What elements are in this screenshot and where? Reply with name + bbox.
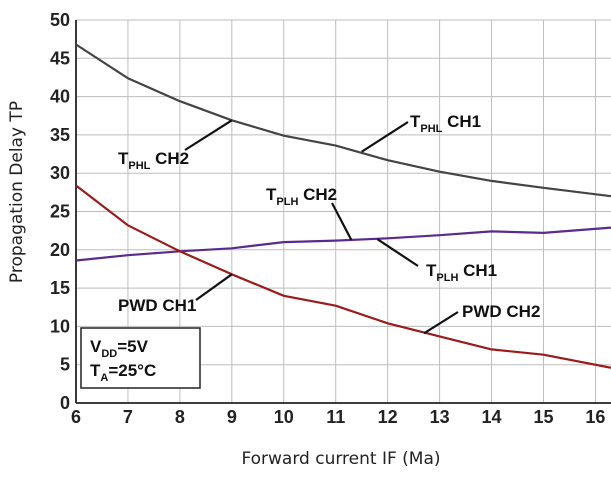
annotation-pwd-ch2: PWD CH2 (462, 302, 540, 321)
annotation-leader (195, 273, 233, 301)
axes (75, 20, 611, 404)
y-tick-label: 10 (50, 316, 70, 336)
x-axis-title: Forward current IF (Ma) (241, 449, 440, 469)
annotation-pwd-ch1: PWD CH1 (118, 296, 196, 315)
condition-vdd: VDD=5V (90, 337, 149, 360)
y-tick-label: 20 (50, 240, 70, 260)
annotation-leader (376, 238, 419, 267)
x-tick-label: 11 (326, 407, 345, 427)
x-tick-label: 12 (378, 407, 398, 427)
x-tick-label: 10 (274, 407, 294, 427)
y-tick-label: 35 (50, 125, 70, 145)
series-line-tplh-ch2 (75, 226, 611, 262)
x-tick-label: 8 (175, 407, 185, 427)
annotation-tplh-ch2: TPLH CH2 (266, 185, 337, 208)
series-lines (75, 43, 611, 369)
y-tick-label: 0 (60, 393, 70, 413)
x-tick-label: 6 (71, 407, 81, 427)
series-line-tphl-ch2 (75, 43, 611, 198)
annotation-tphl-ch2: TPHL CH2 (118, 149, 189, 172)
x-tick-label: 15 (533, 407, 553, 427)
condition-ta: TA=25°C (90, 361, 156, 384)
series-line-pwd-ch1 (75, 184, 611, 369)
annotation-leader (331, 202, 353, 241)
x-tick-label: 14 (482, 407, 502, 427)
annotation-leader (361, 121, 409, 153)
tick-labels: 6 7 8 9 10 11 12 13 14 15 16 0 5 10 15 20 25 30 35 40 45 50 (50, 10, 605, 427)
conditions-box (80, 327, 201, 389)
y-tick-label: 15 (50, 278, 70, 298)
x-tick-label: 16 (585, 407, 605, 427)
y-tick-label: 40 (50, 87, 70, 107)
y-tick-label: 45 (50, 48, 70, 68)
y-tick-label: 30 (50, 163, 70, 183)
y-tick-label: 5 (60, 355, 70, 375)
y-tick-label: 25 (50, 202, 70, 222)
x-tick-label: 9 (227, 407, 237, 427)
x-tick-label: 7 (123, 407, 133, 427)
annotation-leader (423, 311, 459, 335)
y-axis-title: Propagation Delay TP (7, 101, 27, 283)
annotation-tplh-ch1: TPLH CH1 (426, 261, 497, 284)
annotation-leaders (184, 119, 459, 335)
annotation-leader (184, 119, 233, 151)
y-tick-label: 50 (50, 10, 70, 30)
annotation-tphl-ch1: TPHL CH1 (410, 112, 481, 135)
x-tick-label: 13 (430, 407, 450, 427)
